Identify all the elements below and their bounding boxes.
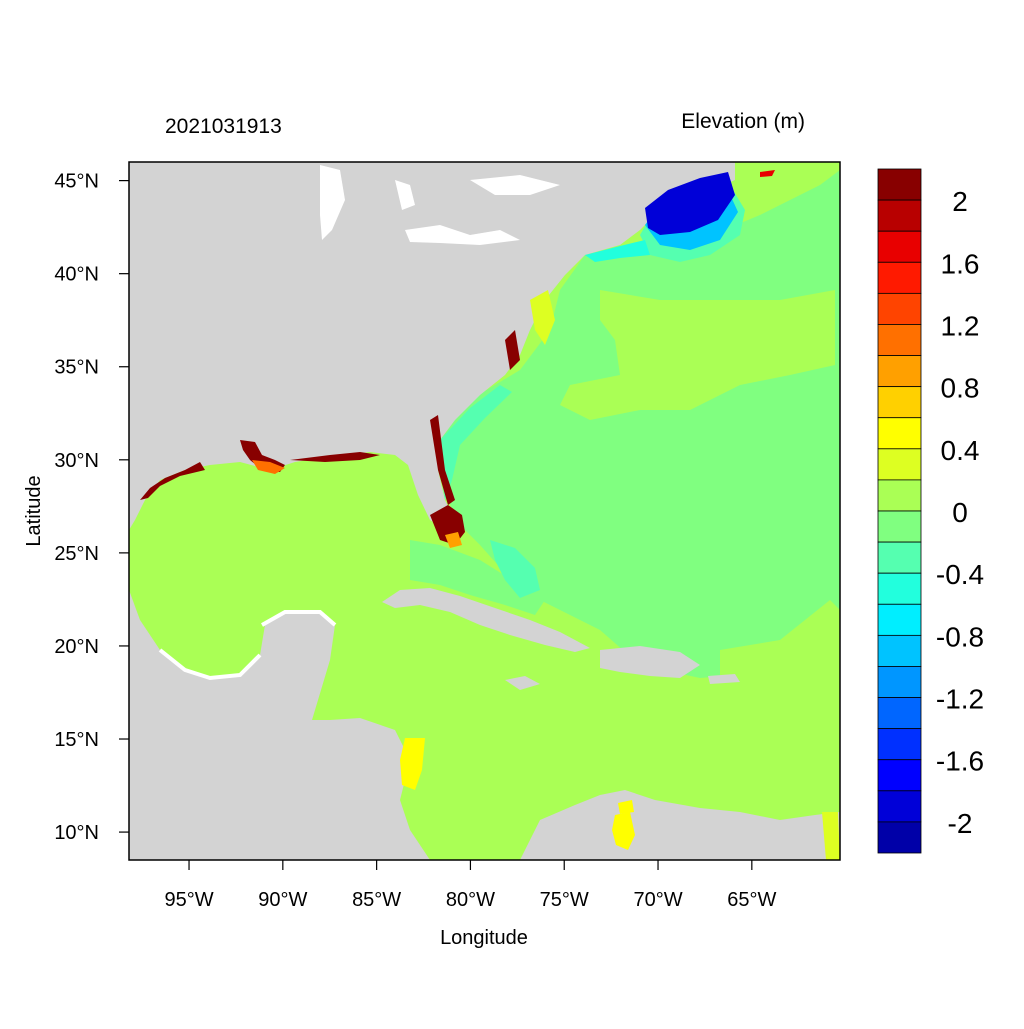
- y-axis-ticks: 45°N 40°N 35°N 30°N 25°N 20°N 15°N 10°N: [54, 171, 129, 844]
- y-tick-label: 30°N: [54, 450, 99, 472]
- nicaragua-coast-positive: [400, 738, 425, 790]
- colorbar-swatch: [877, 292, 922, 325]
- carolina-coast-surge: [505, 330, 520, 370]
- chesapeake-surge: [530, 290, 555, 345]
- bahamas-bank: [490, 540, 540, 598]
- land-cuba: [382, 588, 590, 652]
- colorbar-label: -1.6: [936, 746, 984, 777]
- colorbar-labels: 2 1.6 1.2 0.8 0.4 0 -0.4 -0.8 -1.2 -1.6 -2: [936, 186, 984, 839]
- colorbar-swatch: [877, 479, 922, 512]
- y-tick-label: 15°N: [54, 729, 99, 751]
- colorbar-swatch: [877, 634, 922, 667]
- louisiana-surge-orange: [252, 460, 285, 474]
- colorbar-swatch: [877, 666, 922, 698]
- northeast-coast-negative: [585, 240, 650, 262]
- nova-scotia-surge: [760, 170, 775, 177]
- gulf-venezuela: [618, 800, 634, 814]
- colorbar-swatch: [877, 261, 922, 294]
- colorbar-label: 1.2: [941, 310, 980, 341]
- ocean-positive-band: [560, 290, 835, 420]
- land-puerto-rico: [708, 674, 740, 684]
- map-panel: [129, 162, 840, 860]
- florida-east-surge: [430, 415, 455, 505]
- x-tick-label: 70°W: [633, 889, 682, 911]
- colorbar-label: -2: [948, 808, 973, 839]
- colorbar-label: -0.8: [936, 621, 984, 652]
- colorbar-swatch: [877, 790, 922, 823]
- x-tick-label: 65°W: [727, 889, 776, 911]
- mississippi-coast-surge: [290, 452, 380, 462]
- colorbar-swatch: [877, 821, 922, 854]
- colorbar-swatch: [877, 324, 922, 356]
- y-tick-label: 45°N: [54, 171, 99, 193]
- timestamp-label: 2021031913: [165, 115, 282, 138]
- great-lakes: [320, 165, 560, 245]
- x-tick-label: 90°W: [258, 889, 307, 911]
- colorbar-swatch: [877, 697, 922, 730]
- map-frame: [128, 161, 841, 861]
- y-axis-label: Latitude: [23, 475, 45, 546]
- land-north-america: [129, 162, 735, 530]
- variable-title: Elevation (m): [681, 110, 805, 133]
- colorbar-label: 2: [952, 186, 968, 217]
- colorbar: [877, 168, 922, 854]
- texas-coast-surge: [140, 462, 205, 500]
- colorbar-swatch: [877, 386, 922, 419]
- colorbar-swatch: [877, 168, 922, 201]
- x-axis-ticks: 95°W 90°W 85°W 80°W 75°W 70°W 65°W: [164, 860, 777, 911]
- orinoco-positive: [822, 812, 840, 860]
- yucatan-coast: [158, 610, 337, 681]
- colorbar-swatch: [877, 510, 922, 543]
- y-tick-label: 20°N: [54, 636, 99, 658]
- ocean-east-positive: [720, 600, 840, 860]
- y-tick-label: 25°N: [54, 543, 99, 565]
- x-tick-label: 95°W: [164, 889, 213, 911]
- land-hispaniola: [600, 646, 700, 678]
- ocean-atlantic: [430, 170, 840, 678]
- land-jamaica: [505, 676, 540, 690]
- colorbar-swatch: [877, 603, 922, 636]
- colorbar-swatch: [877, 541, 922, 574]
- florida-tip-orange: [445, 532, 462, 548]
- lake-maracaibo: [612, 812, 635, 850]
- colorbar-swatch: [877, 417, 922, 450]
- x-tick-label: 80°W: [446, 889, 495, 911]
- colorbar-swatch: [877, 448, 922, 481]
- colorbar-label: 0.8: [941, 373, 980, 404]
- colorbar-label: 0.4: [941, 435, 980, 466]
- colorbar-swatch: [877, 759, 922, 792]
- land-mexico-central-america: [129, 590, 430, 860]
- colorbar-swatch: [877, 230, 922, 263]
- x-tick-label: 75°W: [540, 889, 589, 911]
- colorbar-swatch: [877, 572, 922, 605]
- colorbar-label: -1.2: [936, 684, 984, 715]
- x-tick-label: 85°W: [352, 889, 401, 911]
- land-south-america: [520, 790, 840, 860]
- y-tick-label: 10°N: [54, 822, 99, 844]
- colorbar-label: -0.4: [936, 559, 984, 590]
- ocean-florida-straits: [410, 540, 545, 615]
- x-axis-label: Longitude: [440, 927, 528, 949]
- colorbar-label: 1.6: [941, 248, 980, 279]
- colorbar-swatch: [877, 199, 922, 232]
- y-tick-label: 40°N: [54, 264, 99, 286]
- colorbar-swatch: [877, 355, 922, 388]
- y-tick-label: 35°N: [54, 357, 99, 379]
- colorbar-label: 0: [952, 497, 968, 528]
- colorbar-swatch: [877, 728, 922, 761]
- gulf-of-maine-anomaly-core: [645, 172, 735, 235]
